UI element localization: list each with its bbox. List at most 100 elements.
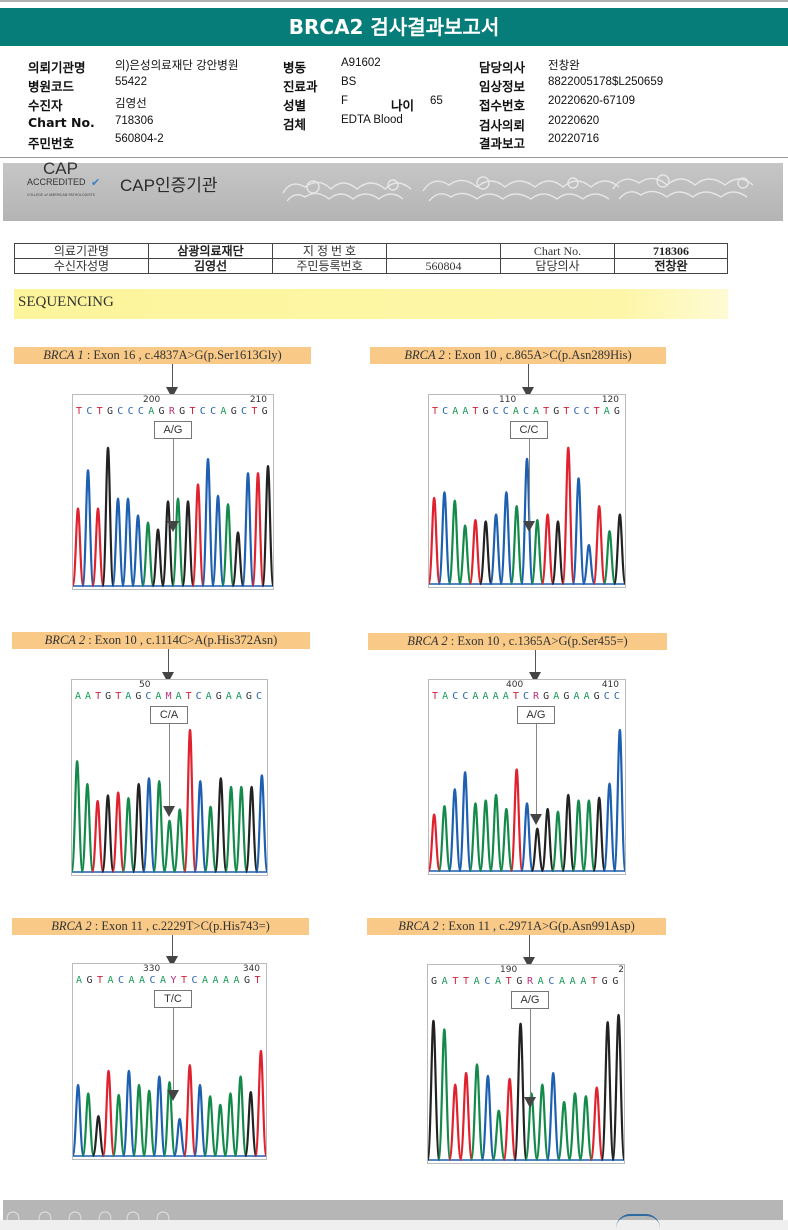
arrow-down-icon [166,956,178,967]
trace-peak [112,1093,126,1158]
trace-peak [173,808,187,874]
arrow-down-icon [530,814,542,825]
trace-peak [499,807,514,873]
base-call: C [137,406,146,417]
trace-peak [132,1083,146,1158]
trace-peak [131,782,146,874]
variant-label: BRCA 2 : Exon 10 , c.1114C>A(p.His372Asn… [12,632,310,649]
arrow-down-icon [523,957,535,968]
label-result-report: 결과보고 [479,136,526,151]
pointer-line [172,364,173,392]
base-call: G [261,406,270,417]
base-call: A [125,691,133,702]
base-call: C [255,691,264,702]
base-call: A [537,976,546,987]
chromatogram: 200 210 T C T G C C C A G R G T C C A G C T G A/G [72,394,274,590]
base-call: T [115,691,123,702]
base-call: C [118,975,126,986]
base-call: A [553,691,561,702]
position-marker-right: 2 [618,965,624,975]
footer-pattern [3,1200,783,1221]
base-call: C [195,691,204,702]
base-call: A [75,691,83,702]
base-call: T [95,691,103,702]
label-receipt-no: 접수번호 [479,98,526,113]
table-row: 의료기관명 삼광의료재단 지 정 번 호 Chart No. 718306 [14,243,728,259]
trace-peak [459,1071,474,1162]
label-referring-institution: 의뢰기관명 [28,60,86,75]
trace-peak [211,494,225,588]
trace-peak [530,518,545,586]
base-call: G [105,691,113,702]
trace-peak [469,1063,485,1162]
trace-peak [429,496,441,586]
label-sex: 성별 [283,98,307,113]
base-call: A [533,406,541,417]
trace-peak [254,1049,266,1158]
cap-logo-sub: ACCREDITED [27,177,86,187]
trace-peak [611,1013,624,1162]
base-call: G [516,976,524,987]
chromatogram: 50 A A T G T A G C A M A T C A G A A G C C/A [71,679,268,876]
cell-recipient-label: 수신자성명 [14,258,149,274]
cell-chart-label: Chart No. [500,243,615,259]
cap-logo-small: COLLEGE of AMERICAN PATHOLOGISTS [27,193,95,197]
trace-peak [101,1069,116,1158]
base-call: A [583,691,592,702]
trace-peak [582,799,596,873]
trace-peak [171,497,185,588]
trace-peak [600,1021,615,1162]
base-call: T [432,691,440,702]
trace-peak [72,760,84,874]
position-marker-left: 330 [143,964,161,974]
base-call: G [244,975,252,986]
base-call: R [527,976,535,987]
base-call: G [86,975,95,986]
trace-peak [551,810,565,873]
value-patient-name: 김영선 [115,98,147,110]
cap-logo: CAP ACCREDITED ✔ COLLEGE of AMERICAN PAT… [25,159,110,205]
trace-peak [91,1115,106,1158]
genotype-box: T/C [154,990,192,1008]
trace-peak [231,531,245,588]
base-call: G [215,691,224,702]
genotype-pointer-line [530,1009,531,1097]
trace-peak [241,472,255,588]
variant-description: : Exon 10 , c.1365A>G(p.Ser455=) [447,634,628,648]
variant-description: : Exon 11 , c.2971A>G(p.Asn991Asp) [438,919,635,933]
trace-peak [613,513,625,586]
genotype-pointer-line [536,724,537,814]
trace-peak [261,465,273,588]
trace-peak [193,1083,207,1158]
position-marker-left: 190 [500,965,518,975]
base-call: A [573,691,581,702]
position-marker-right: 340 [242,964,260,974]
arrow-down-icon [167,521,179,532]
genotype-box: A/G [517,706,555,724]
trace-peak [142,1089,156,1158]
chromatogram: 330 340 A G T A C A A C A Y T C A A A A G T T/C [72,963,267,1160]
arrow-down-icon [524,1097,536,1108]
trace-peak [520,457,534,586]
trace-peak [592,505,606,586]
base-call: C [127,406,136,417]
trace-peak [214,777,228,874]
trace-peak [80,782,95,874]
base-call: A [202,975,210,986]
genotype-pointer-line [173,439,174,521]
position-marker-right: 410 [601,680,619,690]
base-call: G [431,976,439,987]
value-chart-no: 718306 [115,115,154,127]
gene-name: BRCA 1 [43,348,84,362]
cap-logo-text: CAP [43,159,78,178]
cell-resident-value: 560804 [386,258,501,274]
trace-peak [613,728,625,873]
base-call: R [168,406,177,417]
base-call: A [175,691,184,702]
variant-description: : Exon 10 , c.865A>C(p.Asn289His) [444,348,632,362]
base-call: A [235,691,244,702]
base-call: C [442,406,450,417]
trace-peak [499,491,514,586]
base-call: R [533,691,541,702]
trace-peak [448,788,462,873]
